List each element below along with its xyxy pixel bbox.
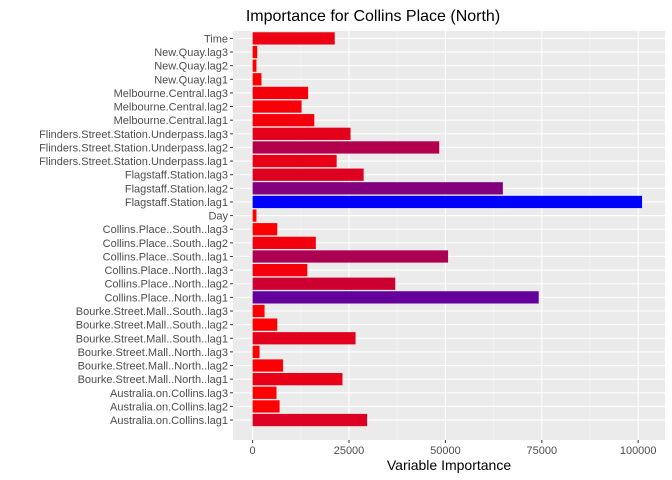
bar-Flagstaff.Station.lag1 bbox=[252, 195, 643, 209]
chart-title: Importance for Collins Place (North) bbox=[246, 8, 500, 25]
bar-Day bbox=[252, 209, 257, 222]
bar-Bourke.Street.Mall..North..lag3 bbox=[252, 345, 260, 359]
y-tick-label: Collins.Place..North..lag1 bbox=[104, 292, 228, 304]
y-tick-label: Australia.on.Collins.lag3 bbox=[110, 388, 228, 400]
bar-Melbourne.Central.lag3 bbox=[252, 86, 309, 100]
y-tick-label: Collins.Place..South..lag3 bbox=[103, 224, 228, 236]
y-tick-label: Collins.Place..South..lag1 bbox=[103, 251, 228, 263]
y-axis-labels: Time New.Quay.lag3 New.Quay.lag2New.Quay.l… bbox=[39, 33, 233, 427]
y-tick-label: Time bbox=[204, 33, 228, 45]
x-axis: 0 25000 50000 75000 100000 bbox=[250, 440, 657, 457]
y-tick-label: Flinders.Street.Station.Underpass.lag2 bbox=[39, 142, 228, 154]
x-tick-label: 75000 bbox=[527, 445, 558, 457]
bar-Flagstaff.Station.lag3 bbox=[252, 168, 364, 181]
x-tick-label: 100000 bbox=[620, 445, 657, 457]
y-tick-label: Melbourne.Central.lag3 bbox=[114, 88, 228, 100]
bar-Bourke.Street.Mall..South..lag2 bbox=[252, 318, 278, 331]
y-tick-label: Melbourne.Central.lag2 bbox=[114, 102, 228, 114]
y-tick-label: Flinders.Street.Station.Underpass.lag3 bbox=[39, 129, 228, 141]
y-tick-label: Flinders.Street.Station.Underpass.lag1 bbox=[39, 156, 228, 168]
bar-New.Quay.lag3 bbox=[252, 45, 258, 59]
minor-gridlines bbox=[300, 31, 591, 440]
bar-Melbourne.Central.lag1 bbox=[252, 114, 315, 127]
y-tick-label: New.Quay.lag1 bbox=[154, 74, 228, 86]
x-tick-label: 0 bbox=[250, 445, 256, 457]
y-tick-label: Day bbox=[208, 211, 228, 223]
y-tick-label: Australia.on.Collins.lag1 bbox=[110, 415, 228, 427]
bar-Bourke.Street.Mall..North..lag1 bbox=[252, 373, 343, 386]
bar-New.Quay.lag2 bbox=[252, 59, 257, 72]
y-tick-label: Melbourne.Central.lag1 bbox=[114, 115, 228, 127]
bar-New.Quay.lag1 bbox=[252, 73, 262, 86]
y-tick-label: Collins.Place..North..lag3 bbox=[104, 265, 228, 277]
bars bbox=[252, 32, 643, 427]
x-axis-title: Variable Importance bbox=[387, 457, 511, 473]
bar-Australia.on.Collins.lag2 bbox=[252, 400, 280, 413]
y-tick-label: Bourke.Street.Mall..South..lag2 bbox=[76, 320, 228, 332]
bar-Collins.Place..South..lag3 bbox=[252, 223, 278, 236]
y-tick-label: Bourke.Street.Mall..North..lag3 bbox=[78, 347, 228, 359]
bar-Collins.Place..South..lag1 bbox=[252, 250, 449, 263]
bar-Australia.on.Collins.lag1 bbox=[252, 413, 368, 427]
bar-Flinders.Street.Station.Underpass.lag2 bbox=[252, 141, 440, 154]
bar-Bourke.Street.Mall..South..lag3 bbox=[252, 304, 265, 318]
bar-Collins.Place..North..lag2 bbox=[252, 277, 396, 290]
y-tick-label: Australia.on.Collins.lag2 bbox=[110, 401, 228, 413]
bar-Melbourne.Central.lag2 bbox=[252, 100, 302, 113]
y-tick-label: Bourke.Street.Mall..North..lag1 bbox=[78, 374, 228, 386]
bar-Collins.Place..North..lag1 bbox=[252, 291, 539, 304]
bar-Collins.Place..South..lag2 bbox=[252, 236, 316, 249]
y-tick-label: Flagstaff.Station.lag1 bbox=[125, 197, 228, 209]
x-tick-label: 25000 bbox=[334, 445, 365, 457]
plot-panel bbox=[233, 31, 665, 440]
bar-Australia.on.Collins.lag3 bbox=[252, 386, 277, 399]
y-tick-label: Bourke.Street.Mall..North..lag2 bbox=[78, 361, 228, 373]
y-tick-label: Flagstaff.Station.lag2 bbox=[125, 183, 228, 195]
y-tick-label: Bourke.Street.Mall..South..lag3 bbox=[76, 306, 228, 318]
bar-Flinders.Street.Station.Underpass.lag3 bbox=[252, 127, 351, 140]
y-tick-label: Collins.Place..North..lag2 bbox=[104, 279, 228, 291]
bar-Time bbox=[252, 32, 335, 45]
bar-Collins.Place..North..lag3 bbox=[252, 263, 308, 277]
y-tick-label: New.Quay.lag2 bbox=[154, 61, 228, 73]
y-tick-label: Bourke.Street.Mall..South..lag1 bbox=[76, 333, 228, 345]
y-tick-label: New.Quay.lag3 bbox=[154, 47, 228, 59]
bar-Bourke.Street.Mall..South..lag1 bbox=[252, 332, 356, 345]
bar-Flinders.Street.Station.Underpass.lag1 bbox=[252, 154, 337, 168]
x-tick-label: 50000 bbox=[430, 445, 461, 457]
y-tick-label: Collins.Place..South..lag2 bbox=[103, 238, 228, 250]
bar-Bourke.Street.Mall..North..lag2 bbox=[252, 359, 284, 372]
y-tick-label: Flagstaff.Station.lag3 bbox=[125, 170, 228, 182]
bar-Flagstaff.Station.lag2 bbox=[252, 182, 503, 195]
